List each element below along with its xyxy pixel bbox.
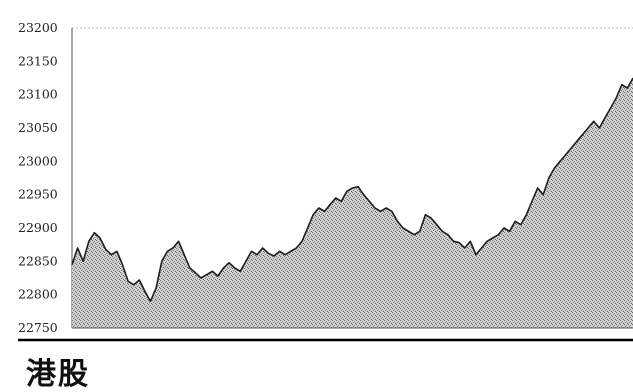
series-area-fill <box>72 78 633 328</box>
series-line <box>71 77 633 303</box>
y-tick-label: 22800 <box>18 287 58 302</box>
y-tick-label: 23050 <box>18 120 58 135</box>
y-tick-label: 23200 <box>18 20 58 35</box>
y-tick-label: 23000 <box>18 153 58 168</box>
y-axis-tick-labels: 23200 23150 23100 23050 23000 22950 22900 22850… <box>18 20 58 335</box>
y-tick-label: 23100 <box>18 87 58 102</box>
y-tick-label: 22900 <box>18 220 58 235</box>
section-heading: 港股 <box>26 357 90 392</box>
y-tick-label: 22750 <box>18 320 58 335</box>
y-tick-label: 22950 <box>18 187 58 202</box>
y-tick-label: 23150 <box>18 53 58 68</box>
y-tick-label: 22850 <box>18 253 58 268</box>
area-chart: 23200 23150 23100 23050 23000 22950 22900 22850… <box>18 20 633 342</box>
